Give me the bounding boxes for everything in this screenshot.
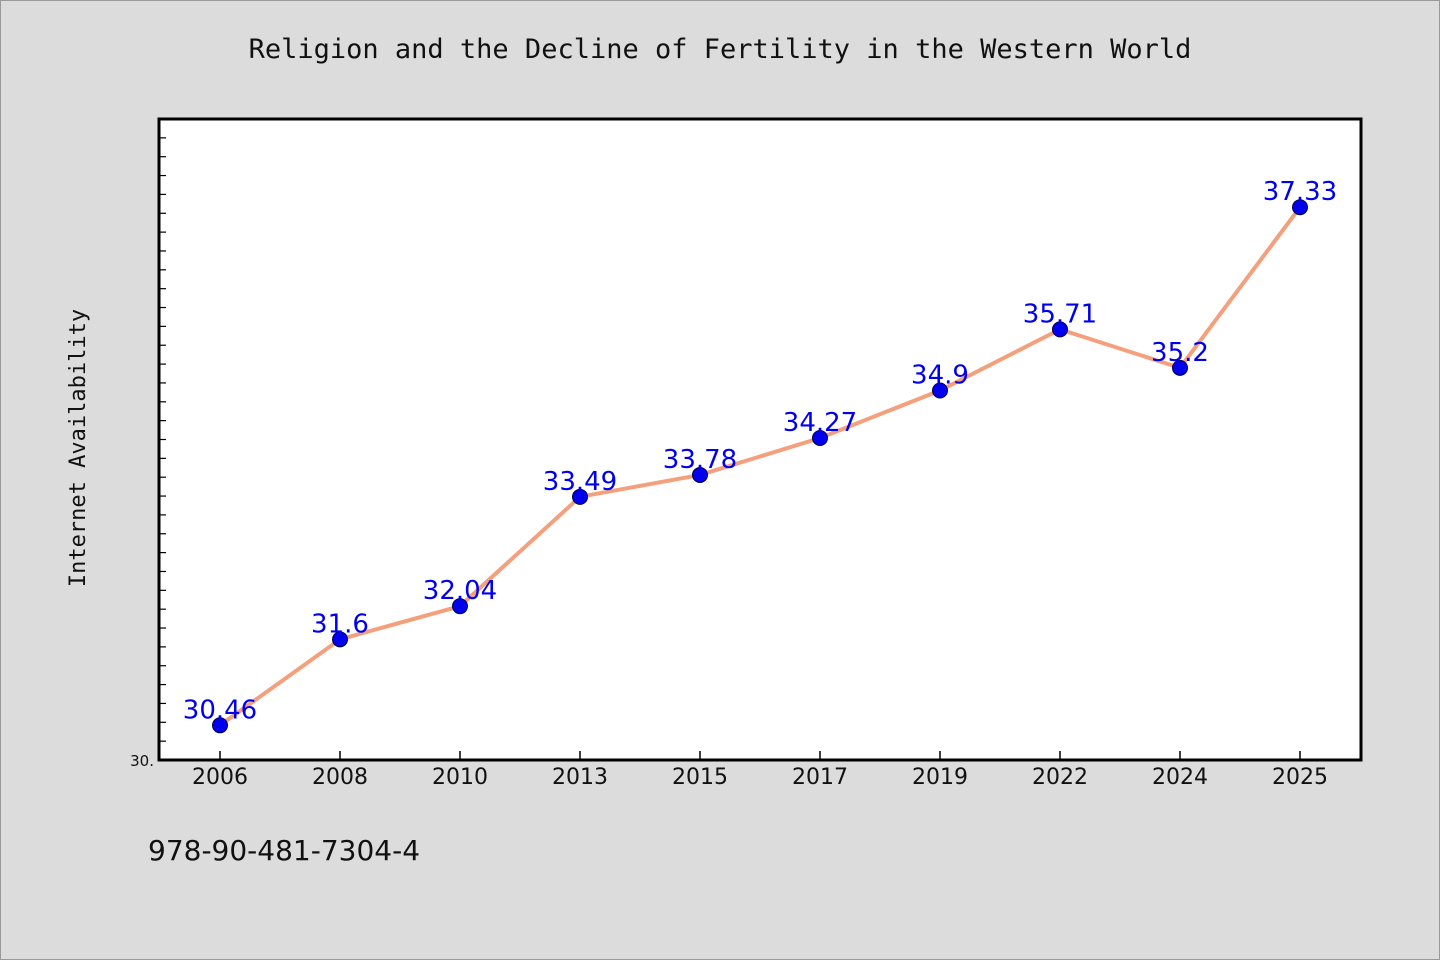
data-point — [1172, 359, 1188, 376]
x-tick-label: 2013 — [552, 765, 608, 790]
data-point — [1052, 321, 1068, 338]
x-tick-label: 2015 — [672, 765, 728, 790]
y-tick-label: 30. — [130, 752, 154, 770]
data-label: 32.04 — [423, 576, 497, 606]
x-tick-label: 2024 — [1152, 765, 1208, 790]
x-tick-label: 2006 — [192, 765, 248, 790]
data-point — [452, 598, 468, 615]
data-point — [812, 429, 828, 446]
series-line — [218, 206, 1302, 727]
data-label: 37.33 — [1263, 177, 1337, 207]
x-axis-ticks: 2006 2008 2010 2013 2015 2017 2019 2022 2024 2025 — [192, 751, 1328, 790]
y-axis-title: Internet Availability — [66, 309, 91, 587]
data-point — [212, 717, 228, 734]
data-label: 35.71 — [1023, 299, 1097, 329]
x-tick-label: 2017 — [792, 765, 848, 790]
data-point — [332, 631, 348, 648]
data-label: 34.9 — [911, 360, 969, 390]
data-label: 31.6 — [311, 609, 369, 639]
plot-area — [157, 117, 1363, 762]
x-tick-label: 2025 — [1272, 765, 1328, 790]
x-tick-label: 2019 — [912, 765, 968, 790]
data-point — [692, 466, 708, 483]
isbn-footer: 978-90-481-7304-4 — [148, 834, 421, 867]
data-point — [572, 488, 588, 505]
data-label: 30.46 — [183, 695, 257, 725]
series-group: 30.46 31.6 32.04 33.49 33.78 34.27 34.9 35.71 35… — [183, 177, 1337, 734]
data-label: 33.49 — [543, 467, 617, 497]
x-tick-label: 2022 — [1032, 765, 1088, 790]
data-label: 34.27 — [783, 408, 857, 438]
data-label: 33.78 — [663, 445, 737, 475]
data-point — [1292, 199, 1308, 216]
y-axis-ticks: 30. — [130, 137, 166, 770]
x-tick-label: 2010 — [432, 765, 488, 790]
x-tick-label: 2008 — [312, 765, 368, 790]
data-point — [932, 382, 948, 399]
chart-title: Religion and the Decline of Fertility in… — [248, 34, 1192, 65]
data-label: 35.2 — [1151, 338, 1209, 368]
